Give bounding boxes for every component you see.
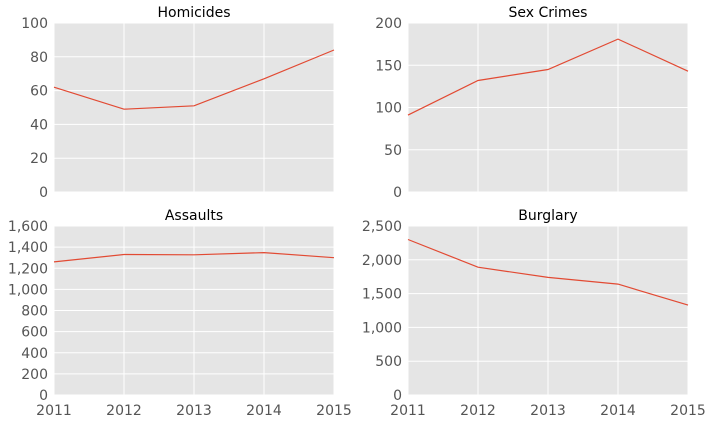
y-tick-label: 200 (21, 367, 48, 383)
y-tick-label: 1,600 (8, 219, 48, 235)
y-tick-label: 0 (393, 185, 402, 201)
y-tick-label: 60 (30, 84, 48, 100)
chart-title: Burglary (518, 208, 577, 224)
x-tick-label: 2013 (176, 403, 212, 419)
y-tick-label: 2,000 (362, 253, 402, 269)
y-tick-label: 100 (21, 16, 48, 32)
y-tick-label: 500 (375, 354, 402, 370)
series-line-sex-crimes (407, 38, 689, 116)
x-tick-label: 2015 (670, 403, 706, 419)
y-tick-label: 1,400 (8, 240, 48, 256)
x-tick-label: 2013 (530, 403, 566, 419)
y-tick-label: 400 (21, 346, 48, 362)
y-tick-label: 100 (375, 101, 402, 117)
x-tick-label: 2014 (600, 403, 636, 419)
y-tick-label: 20 (30, 151, 48, 167)
x-tick-label: 2012 (460, 403, 496, 419)
y-tick-label: 1,200 (8, 261, 48, 277)
panel-burglary: Burglary 0 500 1,000 1,500 2,000 2,500 2011 2012… (362, 208, 706, 419)
y-tick-label: 0 (393, 388, 402, 404)
series-line-assaults (53, 251, 335, 263)
y-tick-label: 0 (39, 388, 48, 404)
panel-sex-crimes: Sex Crimes 0 50 100 150 200 (375, 5, 689, 201)
panel-assaults: Assaults 0 200 400 600 800 1,000 1,200 1,400 1,60… (8, 208, 352, 419)
y-tick-label: 2,500 (362, 219, 402, 235)
y-tick-label: 1,500 (362, 287, 402, 303)
y-tick-label: 200 (375, 16, 402, 32)
chart-title: Sex Crimes (509, 5, 588, 21)
y-tick-label: 0 (39, 185, 48, 201)
y-tick-label: 40 (30, 117, 48, 133)
chart-title: Assaults (165, 208, 223, 224)
panel-homicides: Homicides 0 20 40 60 80 100 (21, 5, 335, 201)
chart-title: Homicides (157, 5, 230, 21)
x-tick-label: 2011 (36, 403, 72, 419)
x-tick-label: 2015 (316, 403, 352, 419)
y-tick-label: 800 (21, 304, 48, 320)
x-tick-label: 2012 (106, 403, 142, 419)
x-tick-label: 2011 (390, 403, 426, 419)
y-tick-label: 1,000 (362, 320, 402, 336)
y-tick-label: 600 (21, 325, 48, 341)
y-tick-label: 80 (30, 50, 48, 66)
series-line-homicides (53, 49, 335, 110)
y-tick-label: 50 (384, 143, 402, 159)
series-line-burglary (407, 238, 689, 306)
y-tick-label: 1,000 (8, 282, 48, 298)
y-tick-label: 150 (375, 58, 402, 74)
x-tick-label: 2014 (246, 403, 282, 419)
